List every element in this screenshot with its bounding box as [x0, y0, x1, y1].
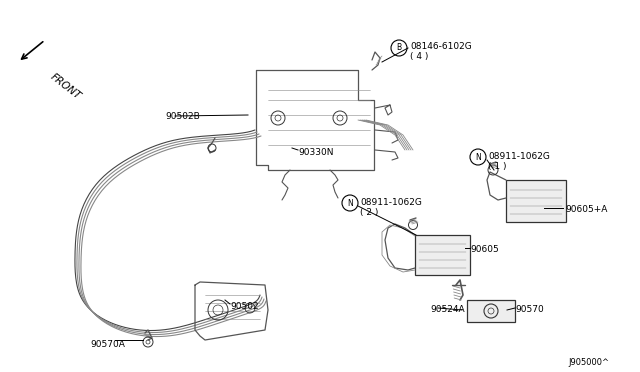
- Text: N: N: [475, 153, 481, 161]
- Bar: [467, 300, 515, 322]
- Text: 90502B: 90502B: [165, 112, 200, 121]
- Text: N: N: [347, 199, 353, 208]
- Text: B: B: [396, 44, 401, 52]
- Text: 90330N: 90330N: [298, 148, 333, 157]
- Text: 90605: 90605: [470, 245, 499, 254]
- Text: 90502: 90502: [230, 302, 259, 311]
- Text: 08146-6102G
( 4 ): 08146-6102G ( 4 ): [410, 42, 472, 61]
- Text: 90524A: 90524A: [430, 305, 465, 314]
- Text: 08911-1062G
( 2 ): 08911-1062G ( 2 ): [360, 198, 422, 217]
- Bar: [506, 180, 566, 222]
- Text: 90570A: 90570A: [90, 340, 125, 349]
- Text: 08911-1062G
( 1 ): 08911-1062G ( 1 ): [488, 152, 550, 171]
- Text: 90570: 90570: [515, 305, 544, 314]
- Text: 90605+A: 90605+A: [565, 205, 607, 214]
- Text: FRONT: FRONT: [48, 72, 82, 102]
- Bar: [415, 235, 470, 275]
- Text: J905000^: J905000^: [568, 358, 609, 367]
